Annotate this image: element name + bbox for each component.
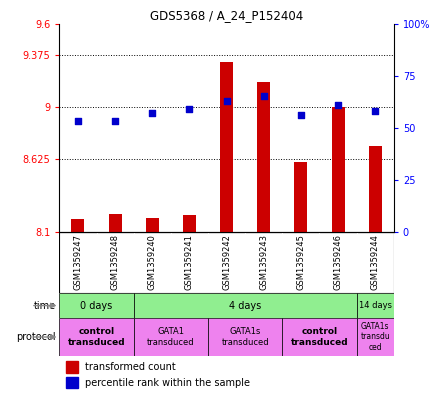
Text: 14 days: 14 days xyxy=(359,301,392,310)
Bar xyxy=(134,293,357,318)
Bar xyxy=(357,318,394,356)
Text: GSM1359241: GSM1359241 xyxy=(185,234,194,290)
Point xyxy=(149,110,156,116)
Text: transformed count: transformed count xyxy=(85,362,176,372)
Point xyxy=(334,102,341,108)
Text: GATA1
transduced: GATA1 transduced xyxy=(147,327,194,347)
Text: GSM1359240: GSM1359240 xyxy=(148,234,157,290)
Text: control
transduced: control transduced xyxy=(291,327,348,347)
Text: control
transduced: control transduced xyxy=(68,327,125,347)
Point xyxy=(186,106,193,112)
Text: GSM1359246: GSM1359246 xyxy=(334,234,343,290)
Text: protocol: protocol xyxy=(16,332,56,342)
Bar xyxy=(59,318,134,356)
Bar xyxy=(109,214,121,232)
Bar xyxy=(369,146,382,232)
Bar xyxy=(294,162,308,232)
Point xyxy=(223,97,230,104)
Text: GATA1s
transdu
ced: GATA1s transdu ced xyxy=(360,322,390,352)
Point xyxy=(297,112,304,118)
Point xyxy=(260,93,267,99)
Bar xyxy=(66,376,78,388)
Bar xyxy=(220,62,233,232)
Bar xyxy=(71,219,84,232)
Text: GSM1359247: GSM1359247 xyxy=(73,234,82,290)
Point xyxy=(112,118,119,125)
Point xyxy=(74,118,81,125)
Text: GSM1359243: GSM1359243 xyxy=(259,234,268,290)
Text: 4 days: 4 days xyxy=(229,301,261,310)
Bar xyxy=(66,361,78,373)
Text: GATA1s
transduced: GATA1s transduced xyxy=(221,327,269,347)
Bar xyxy=(183,215,196,232)
Bar xyxy=(146,218,159,232)
Bar xyxy=(357,293,394,318)
Text: GSM1359248: GSM1359248 xyxy=(110,234,120,290)
Text: GSM1359244: GSM1359244 xyxy=(371,234,380,290)
Point xyxy=(372,108,379,114)
Text: GSM1359245: GSM1359245 xyxy=(297,234,305,290)
Bar xyxy=(208,318,282,356)
Bar xyxy=(257,82,270,232)
Text: time: time xyxy=(34,301,56,310)
Bar xyxy=(332,107,345,232)
Bar xyxy=(282,318,357,356)
Title: GDS5368 / A_24_P152404: GDS5368 / A_24_P152404 xyxy=(150,9,303,22)
Bar xyxy=(59,293,134,318)
Bar xyxy=(134,318,208,356)
Text: GSM1359242: GSM1359242 xyxy=(222,234,231,290)
Text: percentile rank within the sample: percentile rank within the sample xyxy=(85,378,250,387)
Text: 0 days: 0 days xyxy=(81,301,113,310)
